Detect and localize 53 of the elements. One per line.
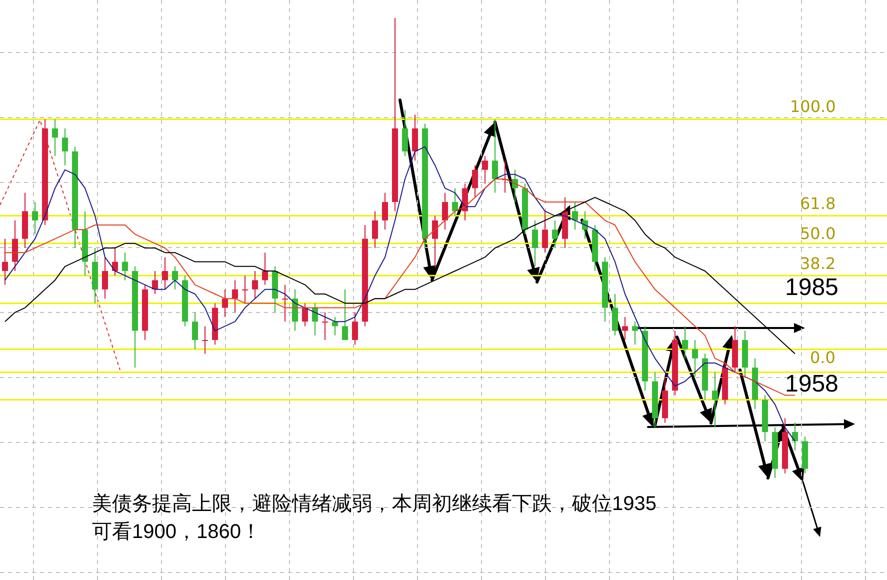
candlestick: [682, 326, 688, 359]
candlestick: [442, 192, 448, 230]
candlestick: [322, 312, 328, 340]
candlestick: [222, 288, 228, 318]
candlestick: [382, 192, 388, 230]
candlestick: [292, 288, 298, 332]
candlestick: [572, 202, 578, 230]
annotation: 1958: [785, 370, 838, 398]
candlestick: [62, 128, 68, 166]
candlestick: [32, 202, 38, 235]
candlestick: [282, 284, 288, 322]
candlestick: [492, 118, 498, 194]
candlestick: [412, 114, 418, 162]
candlestick: [192, 312, 198, 350]
candlestick: [692, 340, 698, 378]
candlestick: [552, 220, 558, 248]
candlestick: [2, 238, 8, 286]
candlestick: [102, 256, 108, 300]
text: 美债务提高上限，避险情绪减弱，本周初继续看下跌，破位1935 可看1900，1860！: [92, 492, 656, 545]
annotation: 50.0: [800, 224, 836, 243]
candlestick: [402, 110, 408, 156]
candlestick: [632, 321, 638, 346]
candlestick: [12, 220, 18, 272]
candlestick: [332, 316, 338, 336]
candlestick: [432, 215, 438, 267]
candlestick: [172, 266, 178, 290]
candlestick: [452, 188, 458, 216]
candlestick: [232, 280, 238, 313]
candlestick: [162, 256, 168, 290]
candlestick: [252, 270, 258, 300]
candlestick: [622, 316, 628, 340]
annotation: 1985: [785, 274, 838, 301]
candlestick: [202, 326, 208, 354]
candlestick: [352, 312, 358, 346]
candlestick: [262, 252, 268, 286]
candlestick: [712, 372, 718, 428]
candlestick: [542, 210, 548, 254]
candlestick: [52, 118, 58, 156]
annotation: 61.8: [800, 194, 836, 213]
candlestick: [302, 302, 308, 327]
candlestick: [462, 183, 468, 221]
candlestick: [612, 294, 618, 336]
candlestick: [372, 210, 378, 248]
candlestick: [122, 252, 128, 281]
candlestick: [482, 156, 488, 184]
candlestick: [342, 288, 348, 340]
candlestick: [242, 275, 248, 304]
candlestick: [472, 164, 478, 198]
candlestick: [152, 270, 158, 294]
annotation: 100.0: [790, 97, 836, 116]
annotation: 38.2: [800, 254, 836, 273]
candlestick: [532, 220, 538, 267]
annotation: 0.0: [810, 348, 836, 367]
